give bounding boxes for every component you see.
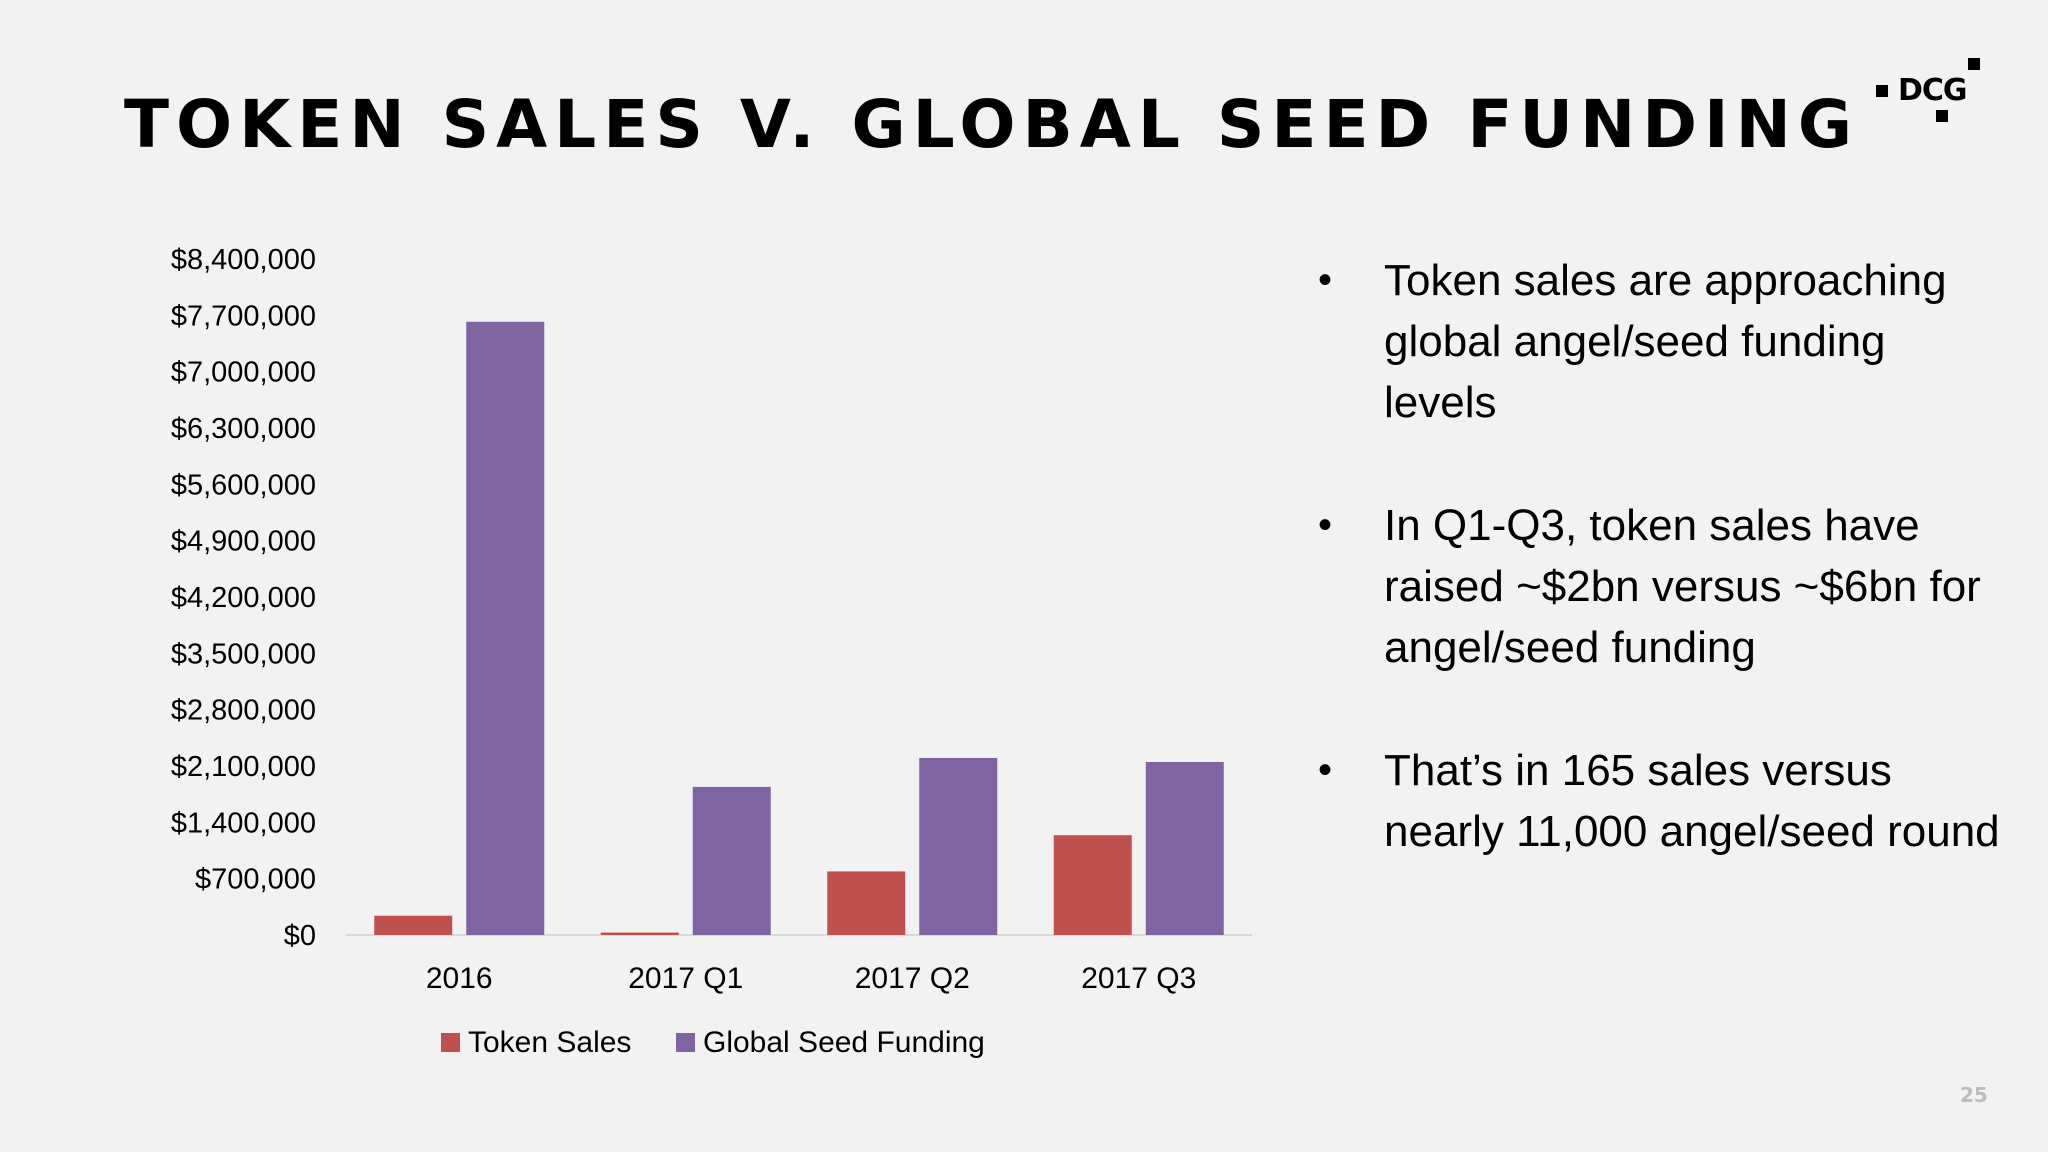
y-tick-label: $700,000 [195,864,316,896]
x-tick-label: 2017 Q3 [1081,962,1196,995]
x-tick-label: 2017 Q1 [628,962,743,995]
bar-token-sales [1053,835,1132,935]
y-axis-ticks: $0 $700,000 $1,400,000 $2,100,000 $2,800,000… [171,244,316,952]
bullet-dot-icon: • [1318,748,1333,792]
y-tick-label: $6,300,000 [171,413,316,445]
bars [374,321,1224,935]
bar-token-sales [374,915,453,935]
legend-label-token-sales: Token Sales [468,1026,631,1059]
y-tick-label: $3,500,000 [171,638,316,670]
y-tick-label: $2,100,000 [171,751,316,783]
y-tick-label: $7,700,000 [171,300,316,332]
x-tick-label: 2016 [426,962,493,995]
bar-token-sales [600,932,679,935]
bullet-text: In Q1-Q3, token sales have raised ~$2bn … [1384,501,1981,672]
x-axis-labels: 2016 2017 Q1 2017 Q2 2017 Q3 [426,962,1196,995]
logo-square-top [1968,58,1980,70]
y-tick-label: $5,600,000 [171,469,316,501]
dcg-logo: DCG [1874,58,2002,130]
chart-legend: Token Sales Global Seed Funding [441,1026,985,1059]
y-tick-label: $0 [284,920,316,952]
bullet-item: • That’s in 165 sales versus nearly 11,00… [1318,740,2008,862]
bullet-dot-icon: • [1318,503,1333,547]
bar-global-seed-funding [692,786,771,935]
bullet-item: • In Q1-Q3, token sales have raised ~$2bn… [1318,495,2008,678]
y-tick-label: $1,400,000 [171,807,316,839]
slide-title: TOKEN SALES V. GLOBAL SEED FUNDING [124,86,1859,163]
page-number: 25 [1960,1083,1988,1107]
bar-global-seed-funding [466,321,545,935]
bullet-item: • Token sales are approaching global ange… [1318,250,2008,433]
logo-text: DCG [1898,73,1968,108]
legend-label-global-seed-funding: Global Seed Funding [703,1026,985,1059]
y-tick-label: $4,200,000 [171,582,316,614]
legend-swatch-global-seed-funding [676,1033,695,1052]
bullet-dot-icon: • [1318,258,1333,302]
bar-token-sales [827,871,906,935]
logo-square-left [1876,85,1888,97]
logo-square-bottom [1936,110,1948,122]
bullet-text: That’s in 165 sales versus nearly 11,000… [1384,746,2000,856]
bar-global-seed-funding [919,757,998,935]
bullet-list: • Token sales are approaching global ange… [1318,250,2008,924]
y-tick-label: $8,400,000 [171,244,316,276]
legend-swatch-token-sales [441,1033,460,1052]
y-tick-label: $7,000,000 [171,357,316,389]
x-tick-label: 2017 Q2 [855,962,970,995]
bullet-text: Token sales are approaching global angel… [1384,256,1947,427]
y-tick-label: $2,800,000 [171,695,316,727]
y-tick-label: $4,900,000 [171,526,316,558]
bar-global-seed-funding [1145,761,1224,935]
